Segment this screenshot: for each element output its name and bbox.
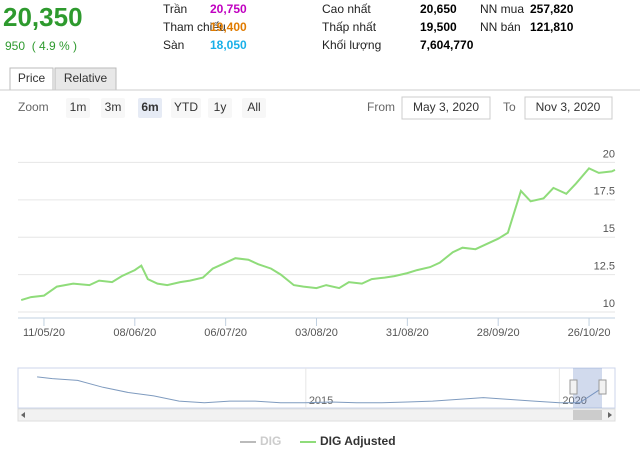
navigator-tick-label: 2015 — [309, 395, 333, 407]
field-value: 19,500 — [420, 20, 457, 34]
zoom-button[interactable] — [101, 98, 125, 118]
zoom-button-label[interactable]: YTD — [174, 100, 198, 114]
scrollbar[interactable] — [17, 408, 616, 422]
zoom-button[interactable] — [242, 98, 266, 118]
from-value[interactable]: May 3, 2020 — [413, 100, 479, 114]
zoom-button-label[interactable]: 1m — [70, 100, 87, 114]
zoom-button[interactable] — [208, 98, 232, 118]
zoom-button-label[interactable]: 3m — [105, 100, 122, 114]
price: 20,350 — [3, 2, 83, 32]
navigator-frame — [17, 367, 616, 409]
navigator-line — [37, 376, 603, 404]
zoom-label: Zoom — [18, 100, 49, 114]
zoom-button-label[interactable]: 6m — [141, 100, 158, 114]
to-label: To — [503, 100, 516, 114]
x-tick-label: 06/07/20 — [204, 327, 247, 339]
field-value: 7,604,770 — [420, 38, 474, 52]
field-label: NN mua — [480, 2, 524, 16]
y-tick-label: 17.5 — [594, 186, 615, 198]
field-label: Sàn — [163, 38, 184, 52]
x-tick-label: 31/08/20 — [386, 327, 429, 339]
navigator-mask — [573, 368, 602, 408]
field-label: NN bán — [480, 20, 521, 34]
field-value: 121,810 — [530, 20, 574, 34]
from-label: From — [367, 100, 395, 114]
field-label: Thấp nhất — [322, 20, 377, 34]
field-label: Tham chiếu — [163, 20, 226, 34]
tab-label[interactable]: Relative — [64, 71, 108, 85]
y-tick-label: 15 — [603, 223, 615, 235]
field-value: 20,750 — [210, 2, 247, 16]
y-tick-label: 12.5 — [594, 261, 615, 273]
field-label: Cao nhất — [322, 2, 371, 16]
legend-label[interactable]: DIG Adjusted — [320, 434, 396, 448]
zoom-button[interactable] — [171, 98, 201, 118]
x-tick-label: 08/06/20 — [113, 327, 156, 339]
field-value: 18,050 — [210, 38, 247, 52]
legend-label[interactable]: DIG — [260, 434, 281, 448]
field-value: 19,400 — [210, 20, 247, 34]
field-value: 257,820 — [530, 2, 574, 16]
x-tick-label: 03/08/20 — [295, 327, 338, 339]
scrollbar-thumb[interactable] — [573, 410, 602, 420]
zoom-button[interactable] — [138, 98, 162, 118]
zoom-button-label[interactable]: All — [247, 100, 260, 114]
navigator-handle[interactable] — [598, 379, 607, 395]
x-tick-label: 28/09/20 — [477, 327, 520, 339]
y-tick-label: 10 — [603, 298, 615, 310]
field-label: Khối lượng — [322, 38, 381, 52]
navigator-tick-label: 2020 — [562, 395, 586, 407]
scroll-left[interactable] — [21, 412, 25, 418]
x-tick-label: 11/05/20 — [23, 327, 65, 339]
to-value[interactable]: Nov 3, 2020 — [536, 100, 601, 114]
tab-label[interactable]: Price — [18, 71, 46, 85]
zoom-button-label[interactable]: 1y — [214, 100, 227, 114]
scroll-right[interactable] — [608, 412, 612, 418]
y-tick-label: 20 — [603, 148, 615, 160]
navigator-handle[interactable] — [569, 379, 578, 395]
zoom-button[interactable] — [66, 98, 90, 118]
to-input[interactable] — [524, 96, 613, 120]
field-value: 20,650 — [420, 2, 457, 16]
price-line — [20, 167, 616, 302]
from-input[interactable] — [401, 96, 491, 120]
change: 950 ( 4.9 % ) — [5, 39, 77, 53]
x-tick-label: 26/10/20 — [568, 327, 611, 339]
field-label: Trần — [163, 2, 187, 16]
